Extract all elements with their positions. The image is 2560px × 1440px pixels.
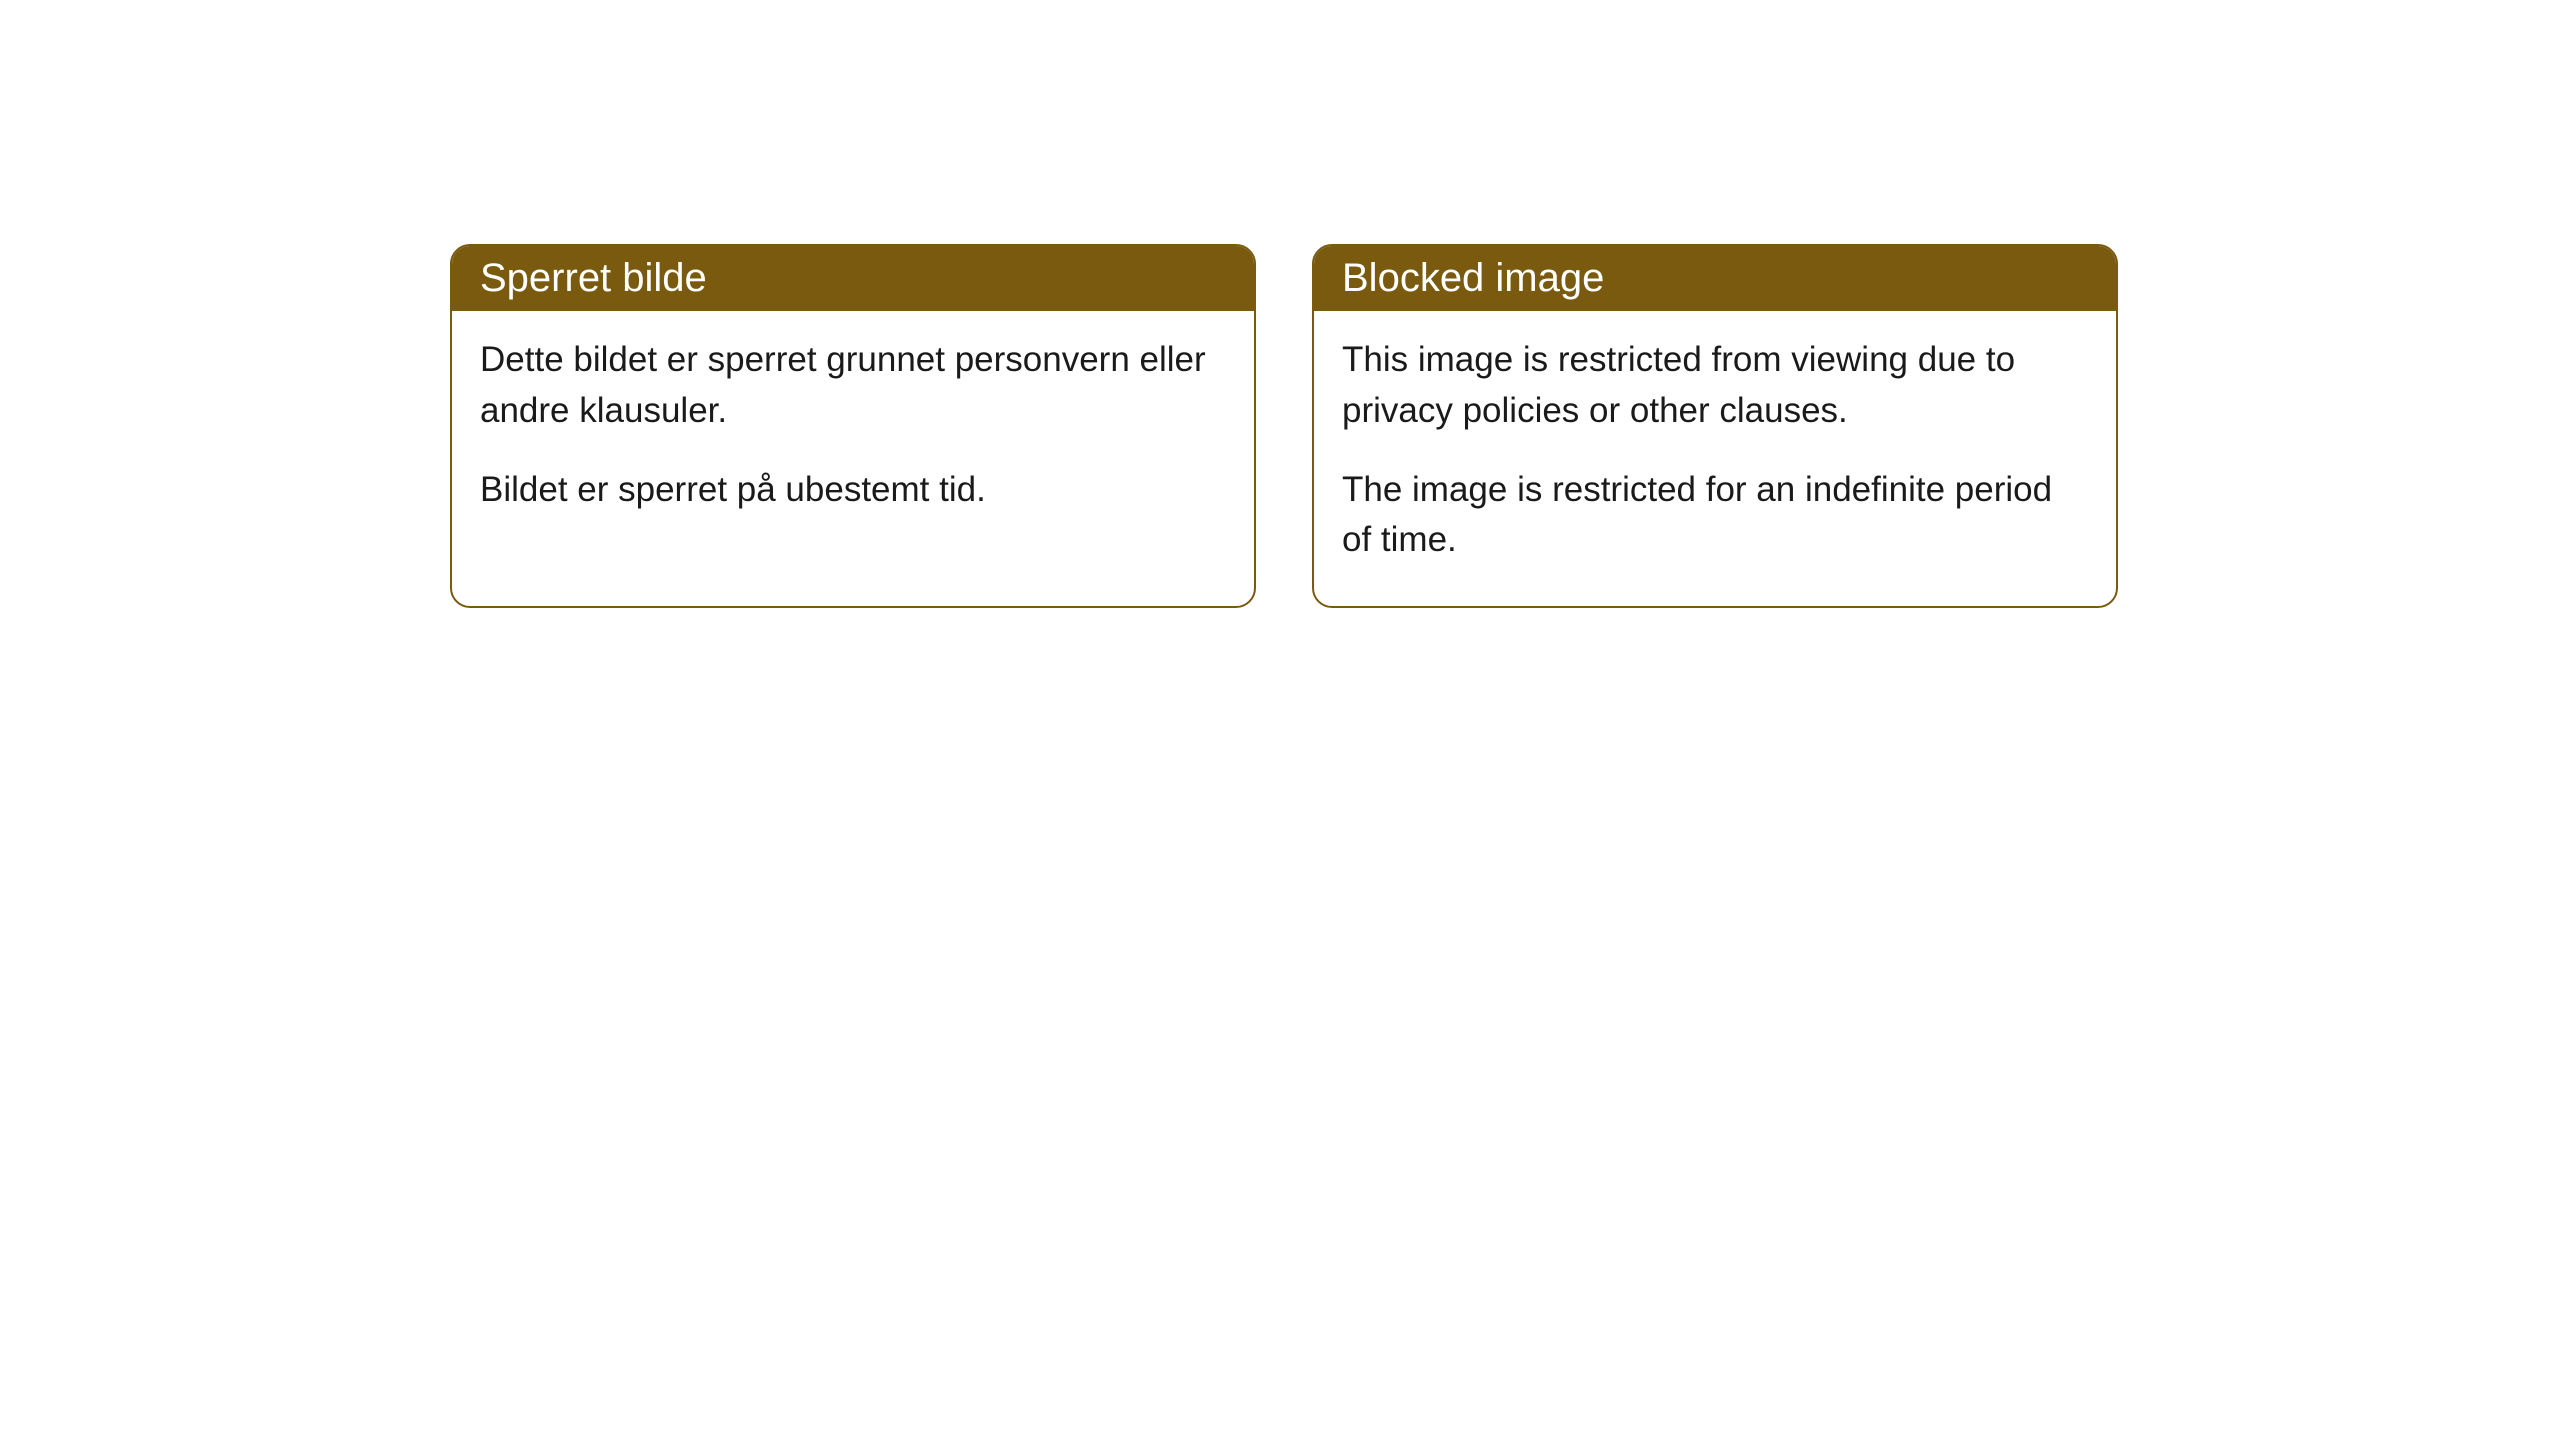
card-title: Blocked image [1314, 246, 2116, 311]
card-paragraph: The image is restricted for an indefinit… [1342, 465, 2088, 567]
card-paragraph: This image is restricted from viewing du… [1342, 335, 2088, 437]
notice-card-english: Blocked image This image is restricted f… [1312, 244, 2118, 608]
card-body: Dette bildet er sperret grunnet personve… [452, 311, 1254, 555]
notice-cards-container: Sperret bilde Dette bildet er sperret gr… [0, 0, 2560, 608]
card-body: This image is restricted from viewing du… [1314, 311, 2116, 606]
card-paragraph: Bildet er sperret på ubestemt tid. [480, 465, 1226, 516]
card-paragraph: Dette bildet er sperret grunnet personve… [480, 335, 1226, 437]
notice-card-norwegian: Sperret bilde Dette bildet er sperret gr… [450, 244, 1256, 608]
card-title: Sperret bilde [452, 246, 1254, 311]
